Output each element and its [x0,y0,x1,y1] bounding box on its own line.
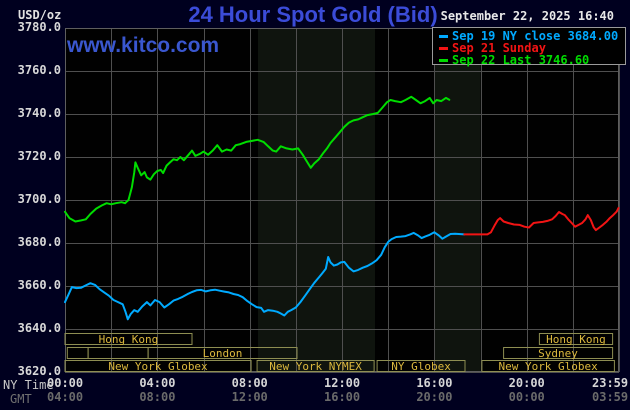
sep21-line-swatch [439,47,448,50]
session-label: London [202,347,243,360]
y-tick-label: 3760.0 [17,63,61,77]
session-label: New York Globex [498,360,598,373]
series-line-2 [64,95,451,223]
x-tick-gmt: 08:00 [139,390,176,404]
x-tick-gmt: 03:59 [592,390,629,404]
y-tick-label: 3660.0 [17,278,61,292]
datetime-label: September 22, 2025 16:40 [440,9,614,23]
market-session-box [256,360,375,372]
x-tick-ny: 08:00 [231,376,268,390]
session-label: NY Globex [391,360,451,373]
legend-item-sep19: Sep 19 NY close 3684.00 [439,30,625,42]
market-session-box [64,360,252,372]
series-line-0 [64,231,466,321]
legend-item-label: Sep 22 Last 3746.60 [452,53,590,67]
y-tick-label: 3620.0 [17,364,61,378]
y-tick-label: 3720.0 [17,149,61,163]
y-tick-label: 3740.0 [17,106,61,120]
market-session-box [538,333,614,345]
y-tick-label: 3780.0 [17,20,61,34]
page-title: 24 Hour Spot Gold (Bid) [188,2,438,27]
market-session-box [376,360,466,372]
x-tick-ny: 04:00 [139,376,176,390]
y-tick-label: 3700.0 [17,192,61,206]
market-session-box [64,333,193,345]
session-label: Sydney [538,347,578,360]
series-line-1 [463,207,620,236]
session-label: New York Globex [108,360,208,373]
market-session-box [147,347,298,359]
legend-item-label: Sep 21 Sunday [452,41,546,55]
x-tick-ny: 00:00 [47,376,84,390]
x-tick-ny: 23:59 [592,376,629,390]
legend-item-label: Sep 19 NY close 3684.00 [452,29,619,43]
session-label: Hong Kong [546,333,606,346]
legend: Sep 19 NY close 3684.00 Sep 21 Sunday Se… [432,27,626,66]
x-tick-gmt: 00:00 [508,390,545,404]
legend-item-sep21: Sep 21 Sunday [439,42,625,54]
sep19-line-swatch [439,35,448,38]
x-tick-ny: 20:00 [508,376,545,390]
session-label: Hong Kong [98,333,159,346]
y-tick-label: 3680.0 [17,235,61,249]
x-tick-gmt: 04:00 [47,390,84,404]
x-tick-ny: 16:00 [416,376,453,390]
sep22-line-swatch [439,59,448,62]
legend-item-sep22: Sep 22 Last 3746.60 [439,54,625,66]
x-tick-gmt: 20:00 [416,390,453,404]
unit-label: USD/oz [18,8,62,22]
axis-row-label-gmt: GMT [10,392,32,406]
x-tick-gmt: 12:00 [231,390,268,404]
y-tick-label: 3640.0 [17,321,61,335]
x-tick-gmt: 16:00 [324,390,361,404]
x-tick-ny: 12:00 [324,376,361,390]
kitco-watermark-link[interactable]: www.kitco.com [67,34,220,57]
market-session-box [481,360,615,372]
session-label: New York NYMEX [269,360,362,373]
market-session-box [503,347,614,359]
axis-row-label-ny-time: NY Time [3,378,54,392]
